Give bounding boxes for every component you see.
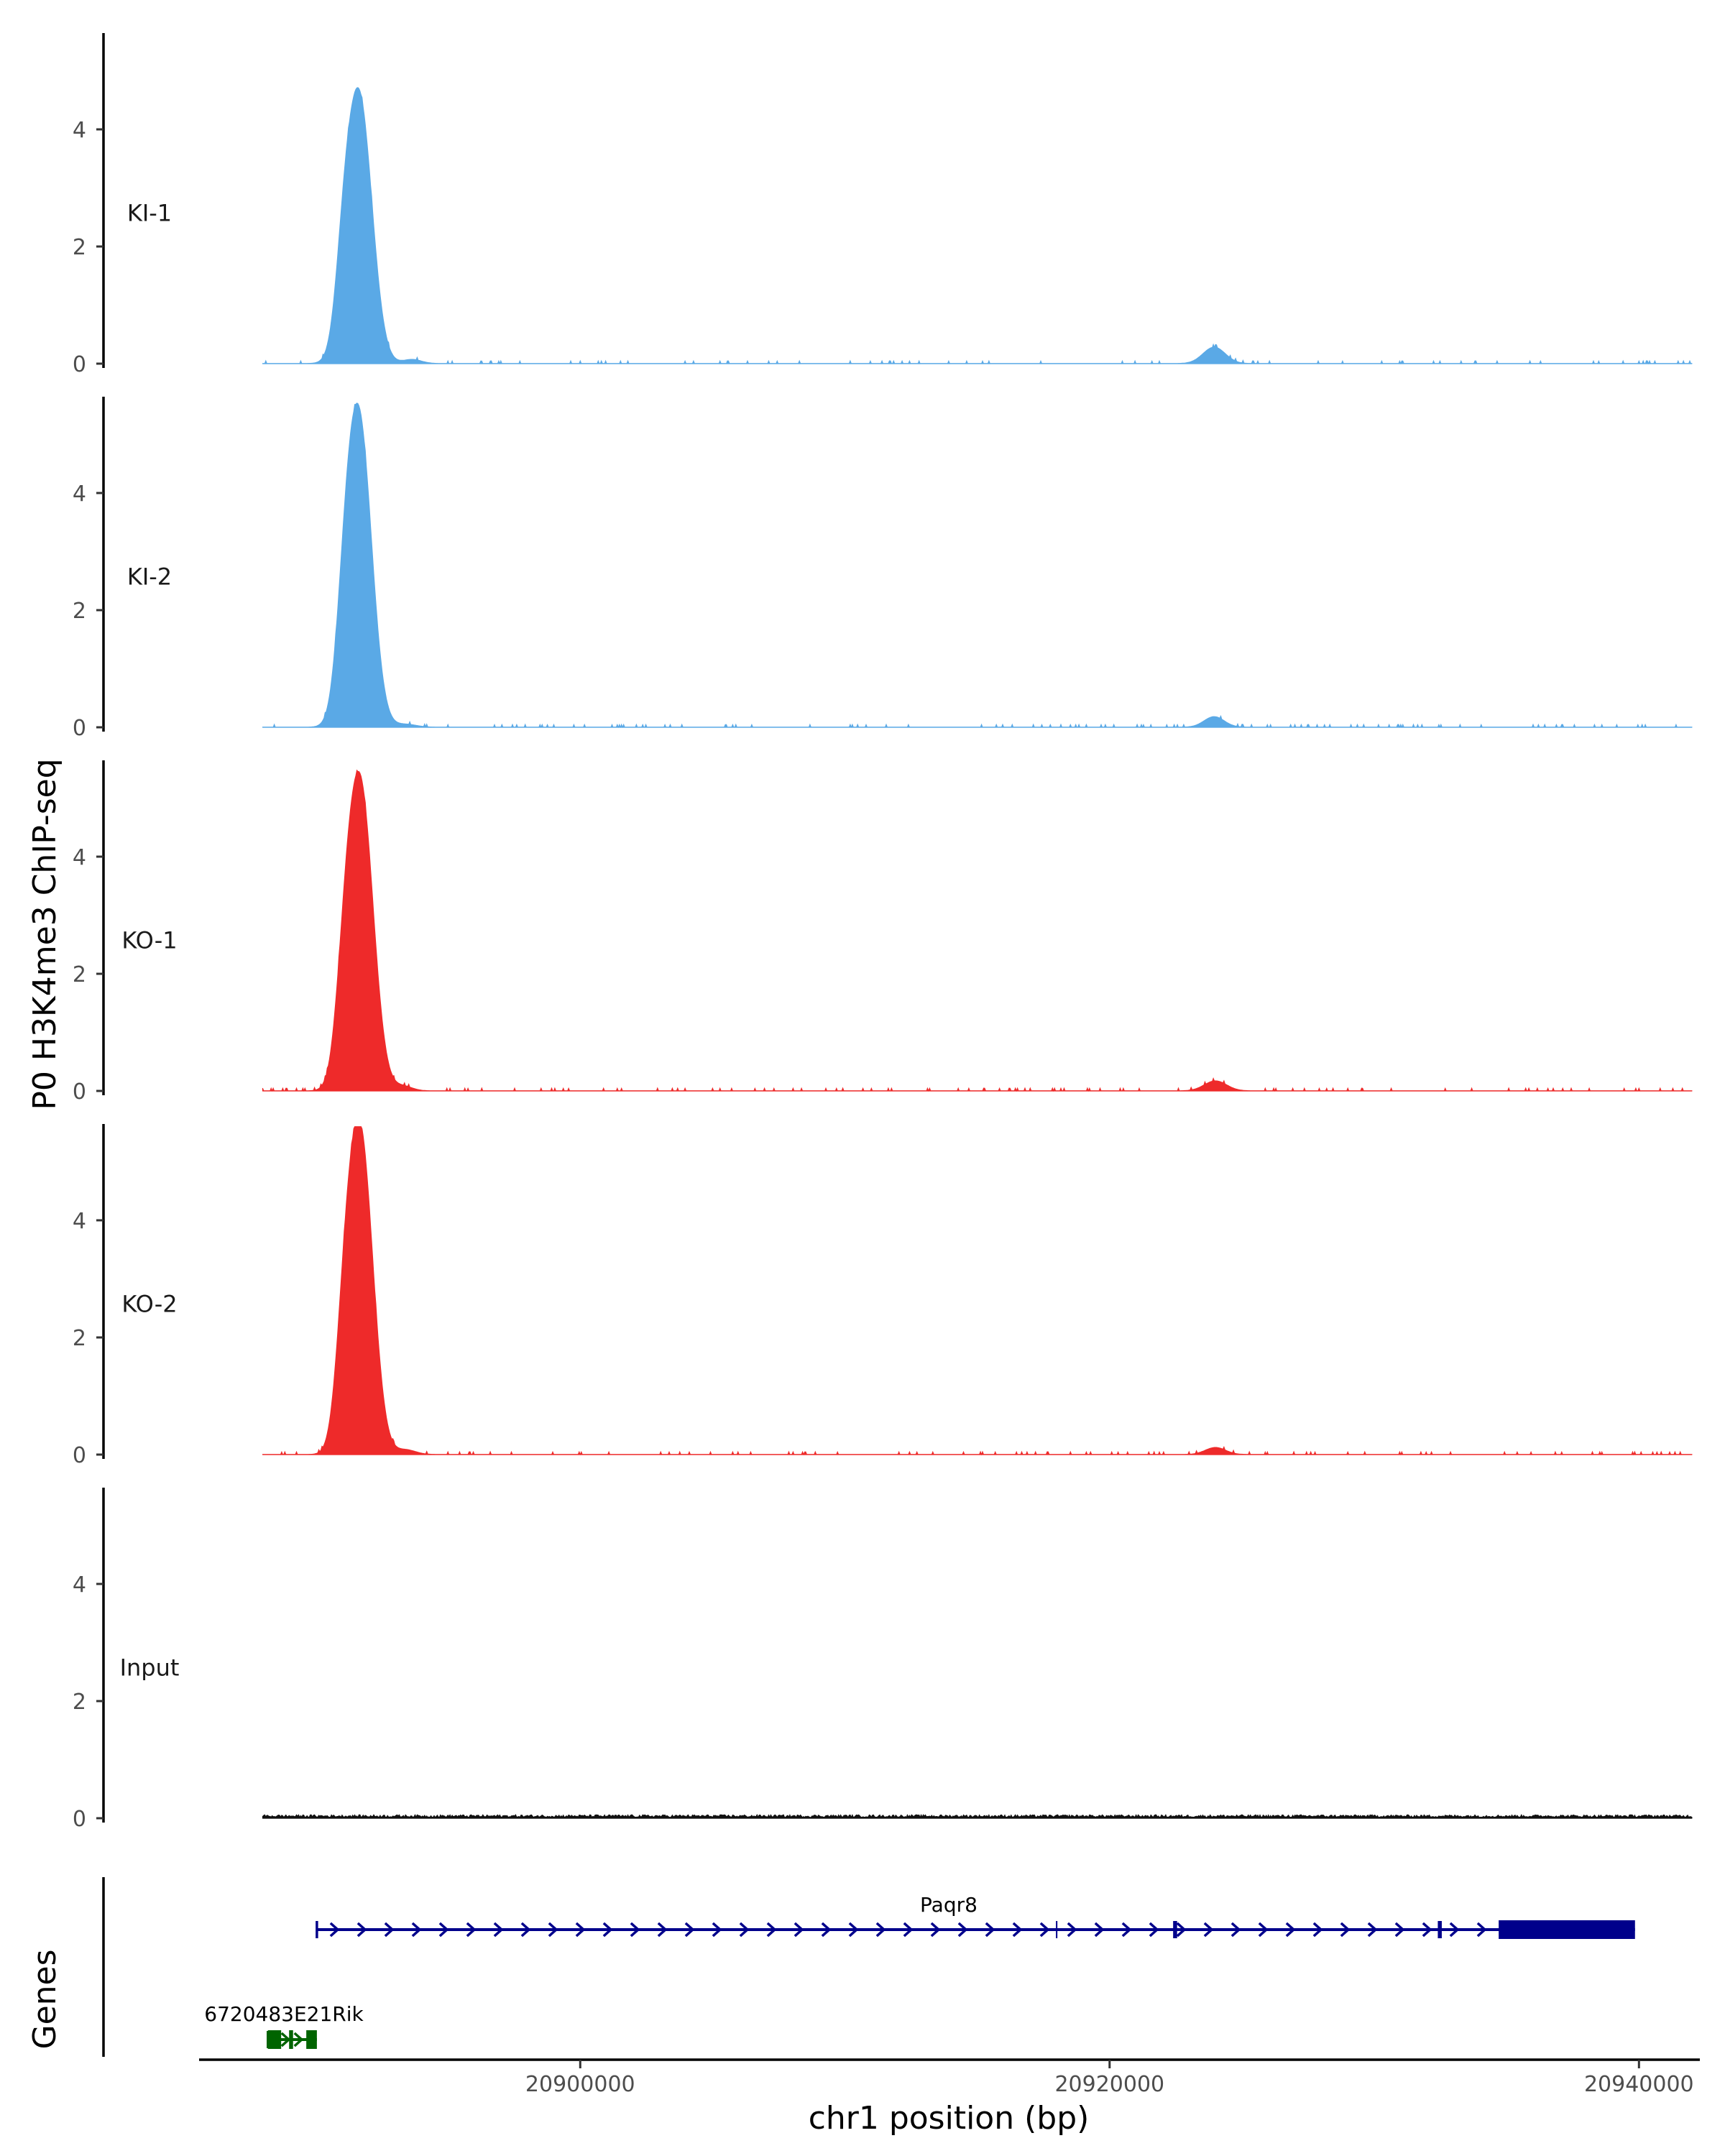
- strand-arrow: [903, 1922, 914, 1938]
- strand-arrow: [957, 1922, 968, 1938]
- strand-arrow: [1258, 1922, 1269, 1938]
- strand-arrow: [1285, 1922, 1296, 1938]
- y-tick-label: 4: [73, 482, 86, 507]
- strand-arrow: [684, 1922, 695, 1938]
- strand-arrow: [493, 1922, 504, 1938]
- strand-arrow: [356, 1922, 367, 1938]
- exon: [267, 2030, 282, 2049]
- strand-arrow: [293, 2032, 304, 2047]
- strand-arrow: [602, 1922, 613, 1938]
- y-tick-label: 0: [73, 352, 86, 377]
- exon: [306, 2030, 317, 2049]
- strand-arrow: [930, 1922, 941, 1938]
- strand-arrow: [1394, 1922, 1405, 1938]
- y-axis-title: P0 H3K4me3 ChIP-seq: [27, 758, 63, 1110]
- track-label: KI-1: [127, 200, 172, 227]
- gene-name-label: Paqr8: [920, 1893, 978, 1917]
- exon: [1438, 1921, 1442, 1938]
- track-input: 0 2 4 Input: [73, 1488, 1693, 1832]
- y-tick-label: 4: [73, 118, 86, 143]
- track-label: Input: [120, 1654, 180, 1682]
- y-tick-label: 0: [73, 1079, 86, 1105]
- strand-arrow: [438, 1922, 449, 1938]
- strand-arrow: [1422, 1922, 1432, 1938]
- strand-arrow: [1203, 1922, 1214, 1938]
- strand-arrow: [1230, 1922, 1241, 1938]
- strand-arrow: [794, 1922, 804, 1938]
- gene-name-label: 6720483E21Rik: [204, 2002, 364, 2026]
- strand-arrow: [1012, 1922, 1023, 1938]
- strand-arrow: [575, 1922, 586, 1938]
- strand-arrow: [739, 1922, 750, 1938]
- strand-arrow: [712, 1922, 722, 1938]
- y-tick-label: 2: [73, 599, 86, 624]
- exon: [1499, 1920, 1635, 1939]
- strand-arrow: [630, 1922, 640, 1938]
- strand-arrow: [985, 1922, 995, 1938]
- x-tick-label: 20920000: [1054, 2072, 1164, 2097]
- x-axis: 20900000 20920000 20940000: [199, 2058, 1700, 2097]
- strand-arrow: [875, 1922, 886, 1938]
- strand-arrow: [821, 1922, 832, 1938]
- strand-arrow: [766, 1922, 777, 1938]
- signal-area: [262, 402, 1693, 729]
- signal-area: [262, 1126, 1693, 1456]
- exon: [1173, 1921, 1177, 1938]
- track-ko-2: 0 2 4 KO-2: [73, 1124, 1693, 1468]
- x-tick-label: 20900000: [525, 2072, 635, 2097]
- exon: [289, 2030, 293, 2049]
- strand-arrow: [848, 1922, 859, 1938]
- strand-arrow: [1039, 1922, 1050, 1938]
- strand-arrow: [466, 1922, 477, 1938]
- track-label: KI-2: [127, 563, 172, 591]
- gene-6720483e21rik: 6720483E21Rik: [204, 2002, 364, 2049]
- genes-axis-title: Genes: [27, 1949, 63, 2049]
- y-tick-label: 2: [73, 962, 86, 987]
- signal-area: [262, 769, 1693, 1092]
- signal-area: [262, 1813, 1693, 1819]
- y-tick-label: 0: [73, 716, 86, 741]
- track-label: KO-1: [121, 927, 177, 954]
- strand-arrow: [280, 2032, 291, 2047]
- y-tick-label: 4: [73, 845, 86, 870]
- strand-arrow: [1367, 1922, 1378, 1938]
- strand-arrow: [1340, 1922, 1351, 1938]
- strand-arrow: [384, 1922, 395, 1938]
- strand-arrow: [1149, 1922, 1159, 1938]
- y-tick-label: 0: [73, 1443, 86, 1468]
- strand-arrow: [1476, 1922, 1487, 1938]
- y-tick-label: 0: [73, 1807, 86, 1832]
- strand-arrow: [1312, 1922, 1323, 1938]
- x-axis-title: chr1 position (bp): [809, 2100, 1090, 2137]
- y-tick-label: 2: [73, 1326, 86, 1351]
- gene-paqr8: Paqr8: [316, 1893, 1635, 1939]
- x-tick-label: 20940000: [1584, 2072, 1694, 2097]
- strand-arrow: [657, 1922, 668, 1938]
- track-label: KO-2: [121, 1291, 177, 1318]
- y-tick-label: 4: [73, 1209, 86, 1234]
- strand-arrow: [411, 1922, 422, 1938]
- strand-arrow: [1176, 1922, 1187, 1938]
- track-ko-1: 0 2 4 KO-1: [73, 760, 1693, 1105]
- track-ki-2: 0 2 4 KI-2: [73, 397, 1693, 741]
- strand-arrow: [548, 1922, 558, 1938]
- tracks-layer: 0 2 4 KI-1 0 2 4 KI-2 0 2 4 KO-1 0 2 4 KO-2 0 2 4 Input: [73, 33, 1693, 1832]
- strand-arrow: [1094, 1922, 1105, 1938]
- strand-arrow: [1067, 1922, 1077, 1938]
- strand-arrow: [520, 1922, 531, 1938]
- y-tick-label: 2: [73, 1690, 86, 1715]
- strand-arrow: [329, 1922, 340, 1938]
- strand-arrow: [1121, 1922, 1132, 1938]
- signal-area: [262, 87, 1693, 365]
- genes-panel: Paqr8 6720483E21Rik: [102, 1877, 1635, 2057]
- track-ki-1: 0 2 4 KI-1: [73, 33, 1693, 377]
- y-tick-label: 2: [73, 235, 86, 260]
- y-tick-label: 4: [73, 1572, 86, 1598]
- strand-arrow: [1449, 1922, 1460, 1938]
